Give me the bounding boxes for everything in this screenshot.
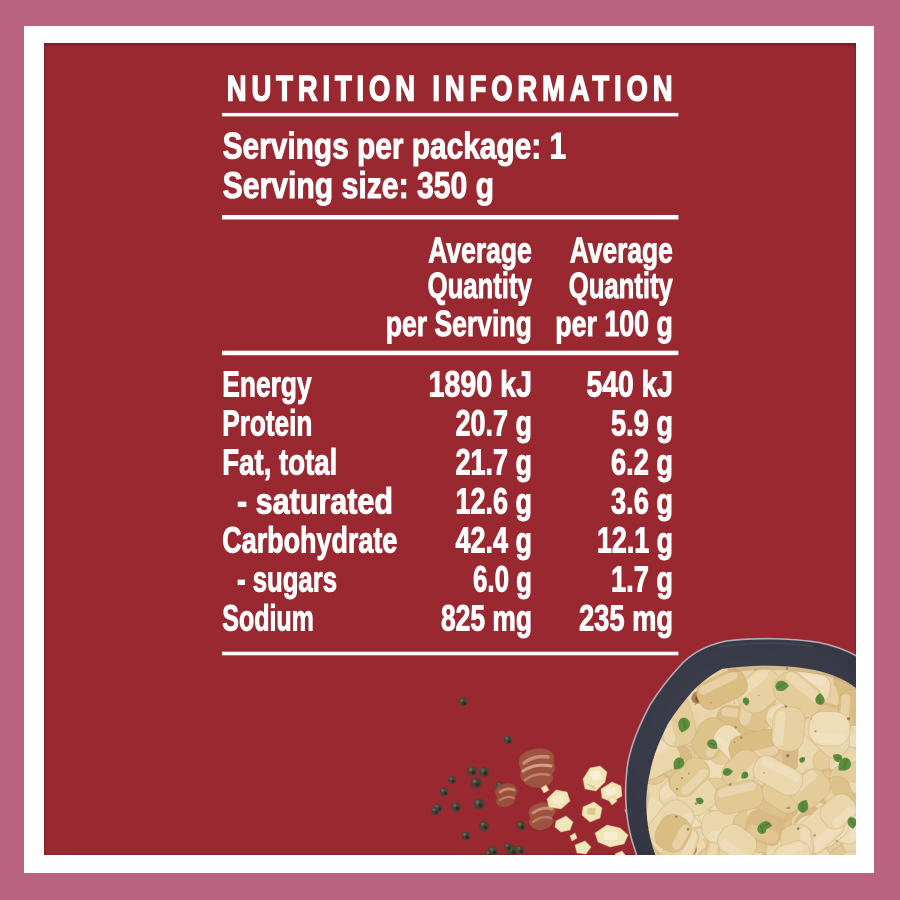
svg-text:20.7 g: 20.7 g [456,403,533,444]
svg-text:825 mg: 825 mg [441,598,532,639]
svg-text:NUTRITION INFORMATION: NUTRITION INFORMATION [227,69,678,108]
svg-text:1890 kJ: 1890 kJ [429,364,533,405]
svg-text:Quantity: Quantity [428,265,532,306]
svg-text:12.6 g: 12.6 g [456,481,533,522]
svg-text:Average: Average [428,230,532,271]
svg-text:235 mg: 235 mg [579,598,673,639]
svg-text:6.2 g: 6.2 g [611,442,673,483]
svg-text:per Serving: per Serving [386,303,532,344]
svg-text:6.0 g: 6.0 g [473,559,532,600]
svg-text:Fat, total: Fat, total [222,442,337,483]
svg-text:Quantity: Quantity [569,265,673,306]
svg-text:- saturated: - saturated [237,481,393,522]
svg-text:Serving size: 350 g: Serving size: 350 g [223,165,495,206]
svg-text:5.9 g: 5.9 g [611,403,673,444]
svg-text:21.7 g: 21.7 g [456,442,533,483]
svg-text:- sugars: - sugars [237,559,337,600]
svg-text:per 100 g: per 100 g [555,303,673,344]
svg-text:Sodium: Sodium [222,598,314,639]
svg-text:Carbohydrate: Carbohydrate [222,520,397,561]
svg-text:Energy: Energy [222,364,311,405]
svg-text:3.6 g: 3.6 g [611,481,673,522]
svg-text:540 kJ: 540 kJ [587,364,674,405]
svg-text:Average: Average [570,230,673,271]
svg-text:Protein: Protein [222,403,312,444]
svg-text:Servings per package: 1: Servings per package: 1 [223,125,566,166]
svg-text:12.1 g: 12.1 g [597,520,673,561]
svg-text:1.7 g: 1.7 g [611,559,673,600]
svg-text:42.4 g: 42.4 g [456,520,533,561]
